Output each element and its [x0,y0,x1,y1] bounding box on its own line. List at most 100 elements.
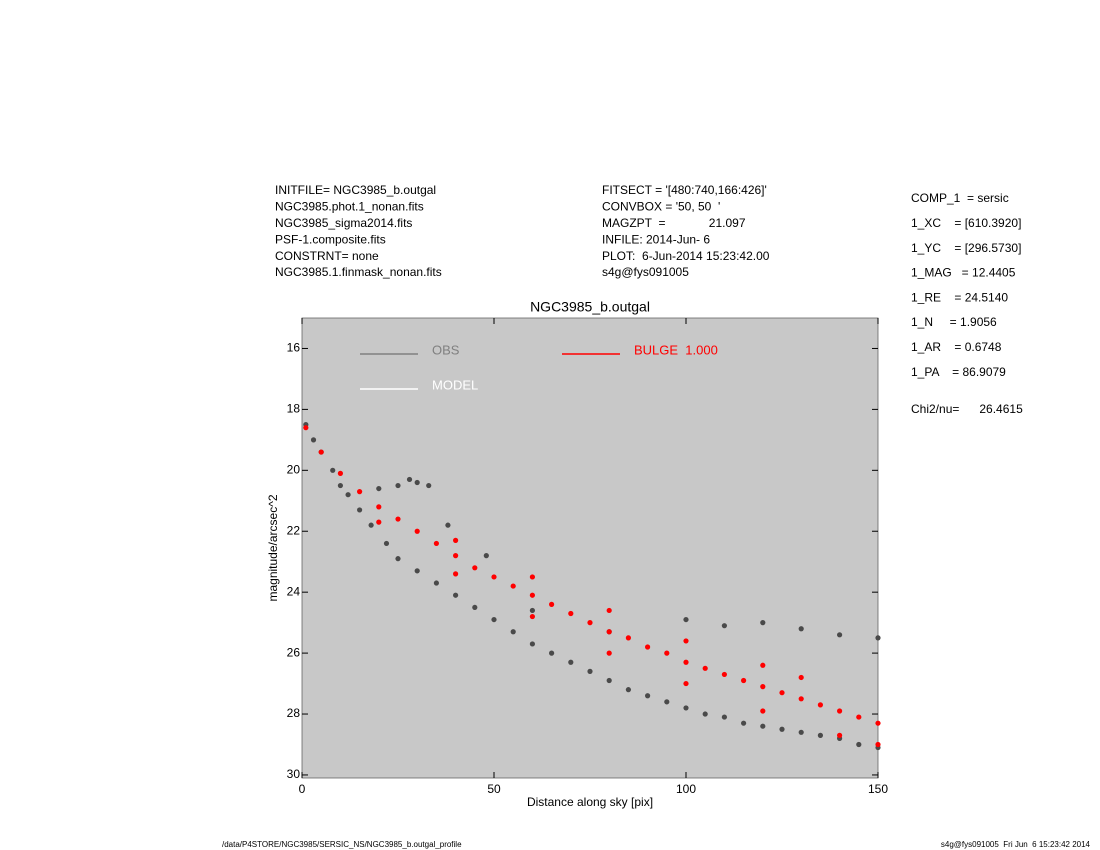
data-point [453,553,459,559]
data-point [875,741,881,748]
data-point [491,616,497,623]
header-middle-line: s4g@fys091005 [602,265,689,279]
y-tick-label: 26 [287,645,301,659]
x-tick-label: 150 [868,782,888,796]
data-point [683,638,689,644]
data-point [625,687,632,693]
data-point [483,553,489,559]
header-left-line: NGC3985.phot.1_nonan.fits [275,200,424,214]
data-point [549,650,555,656]
data-point [683,616,689,623]
data-point [875,720,881,726]
header-middle-line: CONVBOX = '50, 50 ' [602,200,720,214]
data-point [721,623,728,629]
data-point [491,574,497,580]
data-point [606,629,612,635]
data-point [645,644,651,650]
data-point [798,674,804,681]
plot-area [301,317,879,779]
data-point [549,601,555,607]
component-param: 1_N = 1.9056 [911,315,997,329]
component-param: 1_RE = 24.5140 [911,290,1008,304]
data-point [433,580,439,586]
y-tick-label: 20 [287,462,301,476]
data-point [529,613,536,620]
header-middle-line: INFILE: 2014-Jun- 6 [602,232,710,246]
data-point [376,504,382,510]
data-point [625,635,632,641]
data-point [414,568,420,574]
data-point [345,492,351,498]
data-point [453,592,459,598]
data-point [433,540,439,547]
data-point [426,482,432,489]
chi2-text: Chi2/nu= 26.4615 [911,402,1023,416]
data-point [875,635,881,641]
y-axis-label: magnitude/arcsec^2 [266,494,280,601]
data-point [357,507,363,513]
data-point [318,449,324,455]
data-point [510,629,516,635]
data-point [721,714,728,720]
data-point [760,684,766,690]
data-point [529,641,536,647]
data-point [664,650,670,656]
header-left-line: NGC3985_sigma2014.fits [275,216,412,230]
data-point [683,705,689,711]
data-point [383,540,390,547]
data-point [856,741,862,748]
component-param: 1_AR = 0.6748 [911,340,1002,354]
header-left-line: CONSTRNT= none [275,249,379,263]
header-middle-line: PLOT: 6-Jun-2014 15:23:42.00 [602,249,770,263]
data-point [779,726,785,732]
data-point [568,659,574,665]
header-middle-line: FITSECT = '[480:740,166:426]' [602,183,767,197]
x-tick-label: 0 [299,782,306,796]
component-param: 1_PA = 86.9079 [911,365,1006,379]
data-point [606,650,612,656]
data-point [837,732,843,738]
data-point [445,522,451,528]
y-tick-label: 28 [287,706,301,720]
data-point [376,519,382,525]
header-left-line: NGC3985.1.finmask_nonan.fits [275,265,442,279]
data-point [817,732,824,738]
x-tick-label: 100 [676,782,696,796]
data-point [303,425,309,431]
data-point [683,680,689,687]
data-point [702,665,708,671]
data-point [837,632,843,638]
data-point [337,470,343,476]
data-point [817,702,824,708]
data-point [529,574,536,580]
data-point [472,565,478,571]
data-point [587,620,593,626]
data-point [741,720,747,726]
data-point [337,482,343,489]
data-point [395,516,401,522]
data-point [330,467,336,473]
data-point [702,711,708,717]
data-point [664,699,670,705]
data-point [760,620,766,626]
data-point [798,729,804,735]
data-point [406,476,413,483]
data-point [472,604,478,611]
header-left-line: INITFILE= NGC3985_b.outgal [275,183,436,197]
data-point [760,723,766,729]
data-point [587,668,593,674]
data-point [376,485,382,492]
data-point [683,659,689,665]
data-point [837,708,843,714]
y-tick-label: 16 [287,341,301,355]
chart-title: NGC3985_b.outgal [530,299,650,315]
component-param: 1_MAG = 12.4405 [911,266,1016,280]
y-tick-label: 22 [287,523,301,537]
footer-path: /data/P4STORE/NGC3985/SERSIC_NS/NGC3985_… [222,840,462,849]
data-point [395,556,401,562]
legend-label: OBS [432,342,460,357]
y-tick-label: 30 [287,767,301,781]
data-point [779,690,785,696]
data-point [721,671,728,678]
